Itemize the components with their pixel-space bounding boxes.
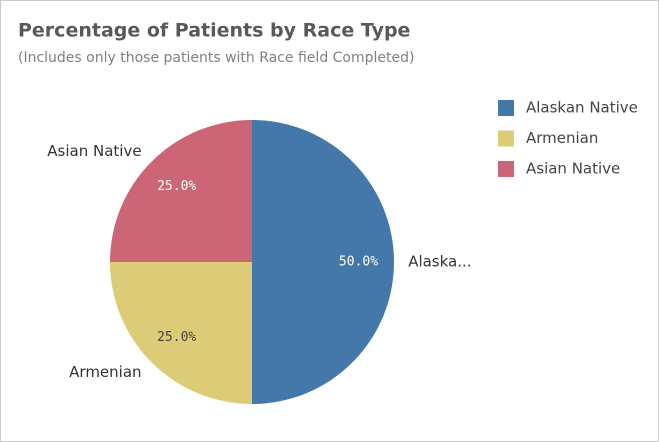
legend-label: Alaskan Native bbox=[526, 99, 638, 117]
chart-subtitle: (Includes only those patients with Race … bbox=[18, 50, 414, 66]
slice-label: Asian Native bbox=[47, 142, 141, 160]
legend-swatch bbox=[498, 130, 514, 147]
chart-title: Percentage of Patients by Race Type bbox=[18, 20, 410, 42]
legend-swatch bbox=[498, 100, 514, 116]
value-label: 25.0% bbox=[157, 330, 196, 345]
legend-label: Armenian bbox=[526, 129, 598, 147]
pie-slice bbox=[252, 120, 394, 404]
slice-label: Armenian bbox=[69, 363, 141, 381]
slice-label: Alaska... bbox=[408, 253, 471, 271]
value-label: 50.0% bbox=[339, 255, 378, 270]
value-label: 25.0% bbox=[157, 179, 196, 194]
legend-label: Asian Native bbox=[526, 160, 620, 178]
pie-slice bbox=[110, 262, 252, 404]
legend-swatch bbox=[498, 161, 514, 177]
pie-slice bbox=[110, 120, 252, 262]
